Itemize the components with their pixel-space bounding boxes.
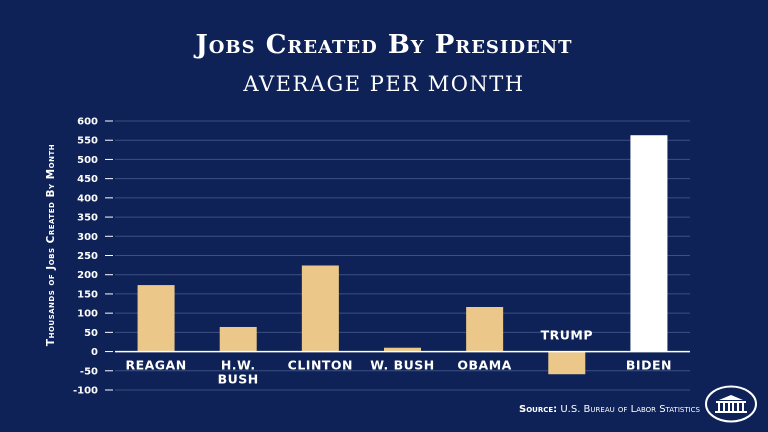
y-tick-label: 100 xyxy=(77,309,98,320)
source-label: Source: xyxy=(519,404,558,415)
category-label: TRUMP xyxy=(541,328,593,343)
white-house-logo-icon xyxy=(705,385,757,423)
category-label: H.W. xyxy=(221,358,256,373)
y-tick-label: 150 xyxy=(77,289,98,300)
source-note: Source: U.S. Bureau of Labor Statistics xyxy=(380,404,700,415)
bar-clinton xyxy=(301,265,339,352)
bar-w-bush xyxy=(384,347,421,352)
y-tick-label: 300 xyxy=(77,232,98,243)
bar-biden xyxy=(630,135,668,352)
y-tick-label: 400 xyxy=(77,193,98,204)
y-tick-label: 600 xyxy=(77,117,98,128)
y-tick-label: 0 xyxy=(91,347,98,358)
category-label: BUSH xyxy=(218,372,259,387)
category-label: OBAMA xyxy=(457,358,511,373)
y-tick-label: 200 xyxy=(77,270,98,281)
chart-subtitle: AVERAGE PER MONTH xyxy=(243,72,525,96)
y-tick-label: 550 xyxy=(77,136,98,147)
category-label: CLINTON xyxy=(288,358,353,373)
y-tick-label: -100 xyxy=(73,386,98,397)
bar-reagan xyxy=(137,285,175,352)
y-tick-label: 450 xyxy=(77,174,98,185)
y-tick-label: 500 xyxy=(77,155,98,166)
y-tick-label: 350 xyxy=(77,213,98,224)
y-tick-label: 50 xyxy=(84,328,98,339)
category-label: REAGAN xyxy=(125,358,186,373)
y-tick-label: 250 xyxy=(77,251,98,262)
bar-h-w-bush xyxy=(219,326,257,352)
bar-obama xyxy=(466,306,504,352)
category-label: BIDEN xyxy=(626,358,672,373)
y-tick-label: -50 xyxy=(80,366,98,377)
chart-title: Jobs Created By President xyxy=(195,30,573,60)
category-label: W. BUSH xyxy=(370,358,435,373)
source-text: U.S. Bureau of Labor Statistics xyxy=(560,404,700,415)
bar-trump xyxy=(548,351,586,375)
